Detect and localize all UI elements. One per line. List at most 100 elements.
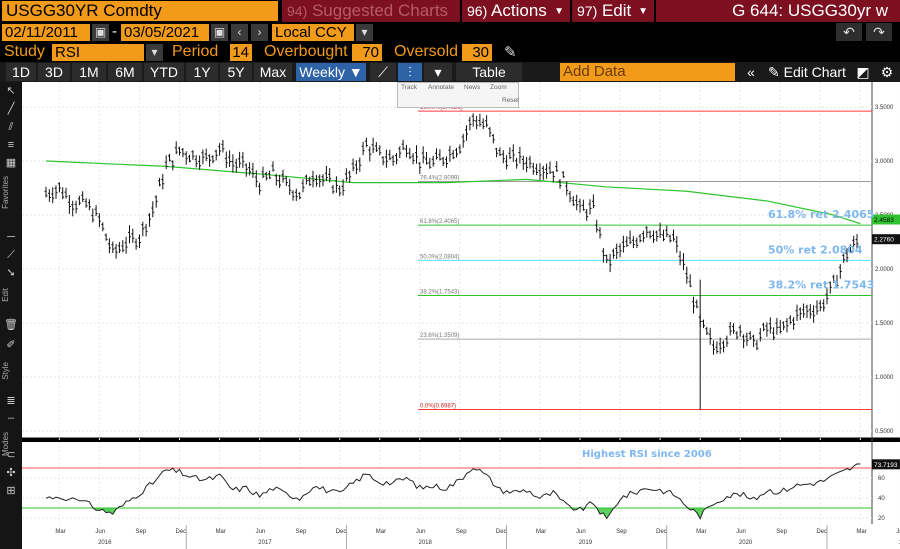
fib-level-label: 23.6%(1.3509) (420, 333, 459, 339)
collapse-icon[interactable]: « (738, 63, 764, 81)
date-range-row: 02/11/2011 ▣ - 03/05/2021 ▣ ‹ › Local CC… (0, 22, 900, 42)
time-tick-label: Mar (216, 529, 226, 535)
ticker-field[interactable]: USGG30YR Comdty (2, 1, 278, 21)
chevron-down-icon[interactable]: ▾ (424, 63, 452, 81)
study-select[interactable]: RSI (52, 44, 144, 61)
time-tick-label: Dec (816, 529, 827, 535)
rsi-oversold-fill (600, 508, 604, 515)
time-tick-label: Dec (336, 529, 347, 535)
price-tick-label: 3.0000 (875, 159, 894, 165)
oversold-label: Oversold (394, 43, 459, 60)
overbought-input[interactable]: 70 (352, 44, 382, 61)
ma-value-tag (872, 214, 900, 225)
pencil-icon: ✎ (768, 64, 780, 80)
channel-icon[interactable]: ⫽ (8, 121, 14, 133)
axis-labels: 3.50003.00002.50002.00001.50001.00000.50… (55, 105, 900, 549)
reset-button[interactable]: Reset (502, 97, 519, 104)
calendar-icon[interactable]: ▣ (211, 24, 228, 41)
news-button[interactable]: News (464, 84, 481, 91)
table-icon[interactable]: ▦ (5, 157, 17, 169)
grid-icon[interactable]: ⊞ (6, 485, 16, 497)
menu-edit[interactable]: 97) Edit ▼ (572, 0, 654, 22)
year-label: 2020 (739, 540, 753, 546)
forward-arrow-icon[interactable]: › (251, 24, 268, 41)
zoom-button[interactable]: Zoom (490, 84, 507, 91)
fibonacci-retracement[interactable]: 100.0%(3.4621) 76.4%(2.8099) 61.8%(2.4065)… (418, 105, 872, 411)
time-tick-label: Mar (696, 529, 706, 535)
bar-chart-icon[interactable]: ⫶ (398, 63, 422, 81)
chart-canvas[interactable]: 100.0%(3.4621) 76.4%(2.8099) 61.8%(2.4065)… (22, 82, 900, 549)
rsi-oversold-fill (109, 508, 113, 515)
fibonacci-icon[interactable]: ≡ (7, 139, 15, 151)
time-tick-label: Dec (496, 529, 507, 535)
rsi-tick-label: 40 (878, 496, 885, 502)
time-tick-label: Sep (616, 529, 627, 535)
annotate-button[interactable]: Annotate (428, 84, 455, 91)
fib-level-label: 61.8%(2.4065) (420, 219, 459, 225)
edit-label: Edit (1, 288, 10, 302)
dropdown-arrow-icon: ▼ (554, 6, 564, 17)
rsi-value-label: 73.7193 (874, 462, 898, 469)
edit-icon[interactable]: ◩ (852, 63, 874, 81)
arrow-icon[interactable]: ➘ (6, 267, 16, 279)
rsi-oversold-fill (696, 508, 701, 519)
trend-line-icon[interactable]: ╱ (7, 103, 15, 115)
time-tick-label: Jun (736, 529, 746, 535)
rsi-panel-background (22, 442, 872, 524)
frequency-select[interactable]: Weekly ▼ (296, 63, 366, 81)
line-chart-icon[interactable]: ⟋ (370, 63, 396, 81)
range-1d[interactable]: 1D (6, 63, 36, 81)
range-3d[interactable]: 3D (38, 63, 70, 81)
pen-icon[interactable]: ✐ (6, 339, 16, 351)
back-arrow-icon[interactable]: ‹ (231, 24, 248, 41)
ray-icon[interactable]: ⟋ (7, 249, 15, 261)
menu-number: 97) (577, 3, 598, 19)
redo-icon[interactable]: ↷ (866, 23, 892, 41)
time-tick-label: Sep (296, 529, 307, 535)
track-button[interactable]: Track (401, 84, 418, 91)
range-1y[interactable]: 1Y (186, 63, 218, 81)
magnet-icon[interactable]: ⊂ (6, 449, 16, 461)
menu-number: 94) (287, 3, 308, 19)
currency-select[interactable]: Local CCY (272, 24, 354, 41)
horizontal-line-icon[interactable]: ─ (7, 231, 15, 243)
menu-label: Edit (601, 1, 632, 20)
range-1m[interactable]: 1M (72, 63, 106, 81)
time-axis-background (22, 524, 900, 549)
time-tick-label: Sep (776, 529, 787, 535)
cursor-icon[interactable]: ↖ (6, 85, 16, 97)
study-label: Study (4, 43, 45, 60)
fib-level-label: 76.4%(2.8099) (420, 176, 459, 182)
rsi-value-tag (872, 459, 900, 470)
menu-suggested-charts[interactable]: 94) Suggested Charts (282, 0, 460, 22)
end-date-input[interactable]: 03/05/2021 (121, 24, 209, 41)
range-5y[interactable]: 5Y (220, 63, 252, 81)
fib-level-label: 0.0%(0.6987) (420, 404, 456, 410)
line-style-icon[interactable]: ≣ (6, 395, 16, 407)
calendar-icon[interactable]: ▣ (92, 24, 109, 41)
edit-chart-button[interactable]: ✎ Edit Chart (766, 63, 850, 81)
mini-chart-toolbar: Track Annotate News Zoom Reset (397, 82, 519, 108)
undo-icon[interactable]: ↶ (836, 23, 862, 41)
start-date-input[interactable]: 02/11/2011 (2, 24, 90, 41)
drawing-tool-strip: ↖ ╱ ⫽ ≡ ▦ Favorites ─ ⟋ ➘ Edit 🗑 ✐ Style… (0, 82, 22, 549)
favorites-label: Favorites (1, 176, 10, 209)
pencil-icon[interactable]: ✎ (504, 44, 517, 61)
range-6m[interactable]: 6M (108, 63, 142, 81)
table-button[interactable]: Table (456, 63, 522, 81)
rsi-annotation: Highest RSI since 2006 (582, 449, 712, 460)
range-ytd[interactable]: YTD (144, 63, 184, 81)
dash-style-icon[interactable]: ┄ (7, 413, 15, 425)
period-input[interactable]: 14 (230, 44, 252, 61)
crosshair-icon[interactable]: ✣ (6, 467, 16, 479)
chevron-down-icon[interactable]: ▾ (356, 24, 373, 41)
delete-icon[interactable]: 🗑 (4, 319, 18, 331)
add-data-input[interactable]: Add Data (560, 63, 735, 81)
menu-actions[interactable]: 96) Actions ▼ (462, 0, 570, 22)
oversold-input[interactable]: 30 (462, 44, 492, 61)
gear-icon[interactable]: ⚙ (876, 63, 898, 81)
range-max[interactable]: Max (254, 63, 292, 81)
chevron-down-icon[interactable]: ▾ (146, 44, 163, 61)
time-tick-label: Jun (256, 529, 266, 535)
time-tick-label: Jun (576, 529, 586, 535)
